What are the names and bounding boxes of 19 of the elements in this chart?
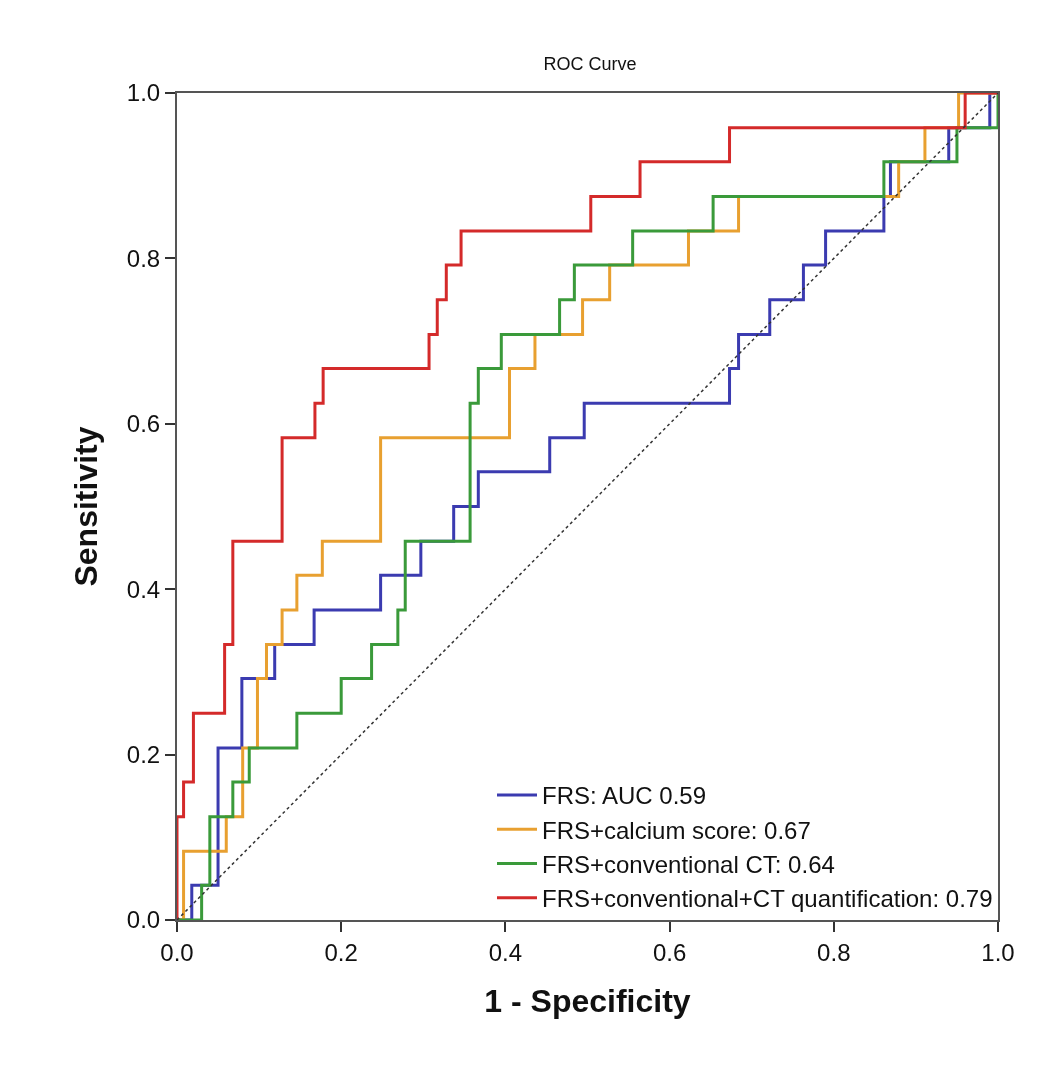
legend-label: FRS: AUC 0.59	[542, 782, 707, 810]
x-tick-label: 0.8	[817, 938, 851, 966]
chart-title: ROC Curve	[543, 54, 637, 74]
y-tick-label: 0.8	[126, 244, 161, 272]
y-tick-label: 0.2	[126, 741, 161, 768]
x-tick-label: 0.2	[324, 938, 358, 966]
legend-label: FRS+calcium score: 0.67	[542, 816, 811, 844]
legend-label: FRS+conventional CT: 0.64	[542, 850, 835, 878]
x-tick-label: 1.0	[981, 938, 1015, 966]
legend-label: FRS+conventional+CT quantification: 0.79	[542, 885, 993, 913]
y-tick-label: 0.6	[126, 410, 161, 438]
y-tick-label: 1.0	[126, 79, 161, 107]
x-tick-label: 0.6	[652, 938, 687, 966]
x-axis-title: 1 - Specificity	[484, 983, 691, 1020]
x-tick-label: 0.0	[160, 938, 194, 966]
y-axis-title: Sensitivity	[67, 426, 104, 587]
y-tick-label: 0.4	[126, 575, 161, 603]
x-tick-label: 0.4	[488, 938, 523, 966]
y-tick-label: 0.0	[126, 906, 161, 934]
